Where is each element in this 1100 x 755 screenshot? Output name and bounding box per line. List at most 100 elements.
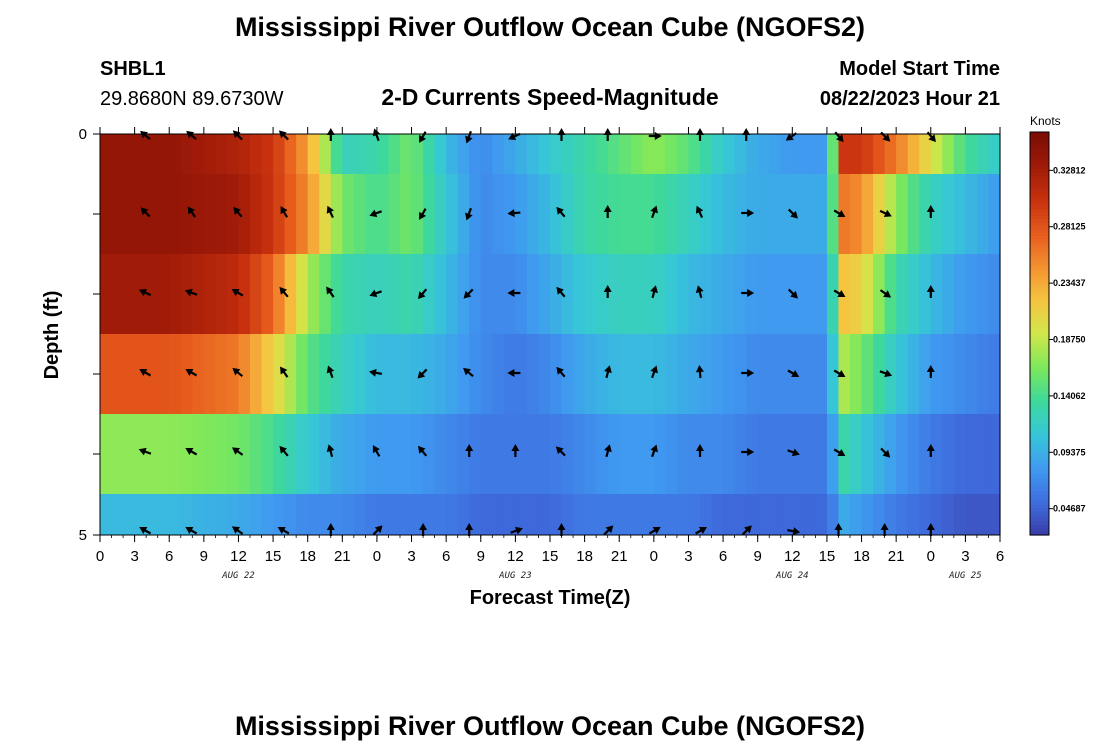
x-tick-label: 15: [265, 548, 282, 565]
current-arrow: [187, 206, 197, 218]
current-arrow: [138, 447, 152, 456]
heatmap-cell: [780, 254, 793, 334]
heatmap-cell: [180, 134, 193, 174]
heatmap-cell: [284, 414, 297, 494]
heatmap-cell: [873, 494, 886, 535]
current-arrow: [465, 130, 473, 144]
heatmap-cell: [688, 134, 701, 174]
x-tick-label: 9: [754, 548, 762, 565]
colorbar-segment: [1030, 363, 1049, 368]
current-arrow: [834, 131, 844, 143]
heatmap-cell: [261, 334, 274, 414]
heatmap-cell: [780, 494, 793, 535]
heatmap-cell: [988, 134, 1001, 174]
x-tick-label: 9: [200, 548, 208, 565]
heatmap-cell: [780, 334, 793, 414]
heatmap-cell: [907, 414, 920, 494]
arrow-head: [507, 209, 515, 218]
heatmap-cell: [561, 134, 574, 174]
heatmap-cell: [503, 414, 516, 494]
heatmap-cell: [630, 414, 643, 494]
arrow-head: [465, 444, 474, 451]
colorbar-segment: [1030, 152, 1049, 157]
colorbar-segment: [1030, 383, 1049, 388]
colorbar-segment: [1030, 380, 1049, 385]
colorbar-segment: [1030, 457, 1049, 462]
colorbar-segment: [1030, 279, 1049, 284]
arrow-head: [650, 285, 658, 294]
colorbar-segment: [1030, 410, 1049, 415]
arrow-head: [926, 523, 935, 530]
colorbar-segment: [1030, 269, 1049, 274]
heatmap-cell: [261, 254, 274, 334]
x-tick-label: 3: [961, 548, 969, 565]
heatmap-cell: [134, 494, 147, 535]
heatmap-cell: [411, 494, 424, 535]
x-tick-label: 6: [165, 548, 173, 565]
x-tick-label: 21: [888, 548, 905, 565]
heatmap-cell: [896, 334, 909, 414]
heatmap-cell: [423, 254, 436, 334]
heatmap-cell: [134, 134, 147, 174]
heatmap-cell: [573, 174, 586, 254]
heatmap-cell: [884, 334, 897, 414]
heatmap-cell: [573, 254, 586, 334]
heatmap-cell: [423, 494, 436, 535]
heatmap-cell: [907, 174, 920, 254]
heatmap-cell: [273, 254, 286, 334]
heatmap-cell: [388, 254, 401, 334]
colorbar-segment: [1030, 283, 1049, 288]
heatmap-cell: [123, 174, 136, 254]
x-tick-label: 0: [650, 548, 658, 565]
heatmap-cell: [642, 254, 655, 334]
current-arrow: [787, 448, 800, 457]
heatmap-cell: [319, 494, 332, 535]
arrow-head: [747, 369, 755, 377]
arrow-head: [369, 209, 378, 218]
colorbar-segment: [1030, 498, 1049, 503]
heatmap-cell: [238, 254, 251, 334]
heatmap-cell: [307, 494, 320, 535]
heatmap-cell: [538, 494, 551, 535]
x-date-label: AUG 23: [498, 571, 532, 581]
x-tick-label: 9: [477, 548, 485, 565]
heatmap-cell: [226, 254, 240, 334]
heatmap-cell: [653, 494, 666, 535]
colorbar-segment: [1030, 514, 1049, 519]
heatmap-cell: [792, 334, 805, 414]
arrow-head: [650, 365, 658, 374]
heatmap-cell: [850, 174, 863, 254]
heatmap-cell: [930, 414, 943, 494]
colorbar-segment: [1030, 474, 1049, 479]
heatmap-cell: [550, 494, 563, 535]
heatmap-cell: [757, 134, 770, 174]
colorbar-segment: [1030, 390, 1049, 395]
current-arrow: [787, 288, 798, 299]
heatmap-cell: [930, 254, 943, 334]
heatmap-cell: [400, 334, 413, 414]
heatmap-cell: [607, 254, 620, 334]
x-tick-label: 21: [611, 548, 628, 565]
heatmap-cell: [376, 334, 390, 414]
x-tick-label: 6: [996, 548, 1004, 565]
current-arrow: [231, 526, 244, 535]
heatmap-cell: [111, 334, 124, 414]
arrow-head: [604, 365, 612, 374]
colorbar-segment: [1030, 440, 1049, 445]
arrow-head: [790, 290, 798, 299]
colorbar-segment: [1030, 336, 1049, 341]
heatmap-cell: [100, 494, 113, 535]
x-tick-label: 15: [819, 548, 836, 565]
heatmap-cell: [203, 254, 216, 334]
colorbar-segment: [1030, 430, 1049, 435]
heatmap-cell: [515, 334, 528, 414]
heatmap-cell: [111, 254, 124, 334]
heatmap-cell: [976, 254, 990, 334]
current-arrow: [603, 205, 612, 218]
colorbar-segment: [1030, 199, 1049, 204]
heatmap-cell: [296, 334, 309, 414]
heatmap-cell: [630, 174, 643, 254]
arrow-head: [926, 365, 935, 372]
heatmap-cell: [769, 414, 782, 494]
current-arrow: [369, 368, 383, 377]
